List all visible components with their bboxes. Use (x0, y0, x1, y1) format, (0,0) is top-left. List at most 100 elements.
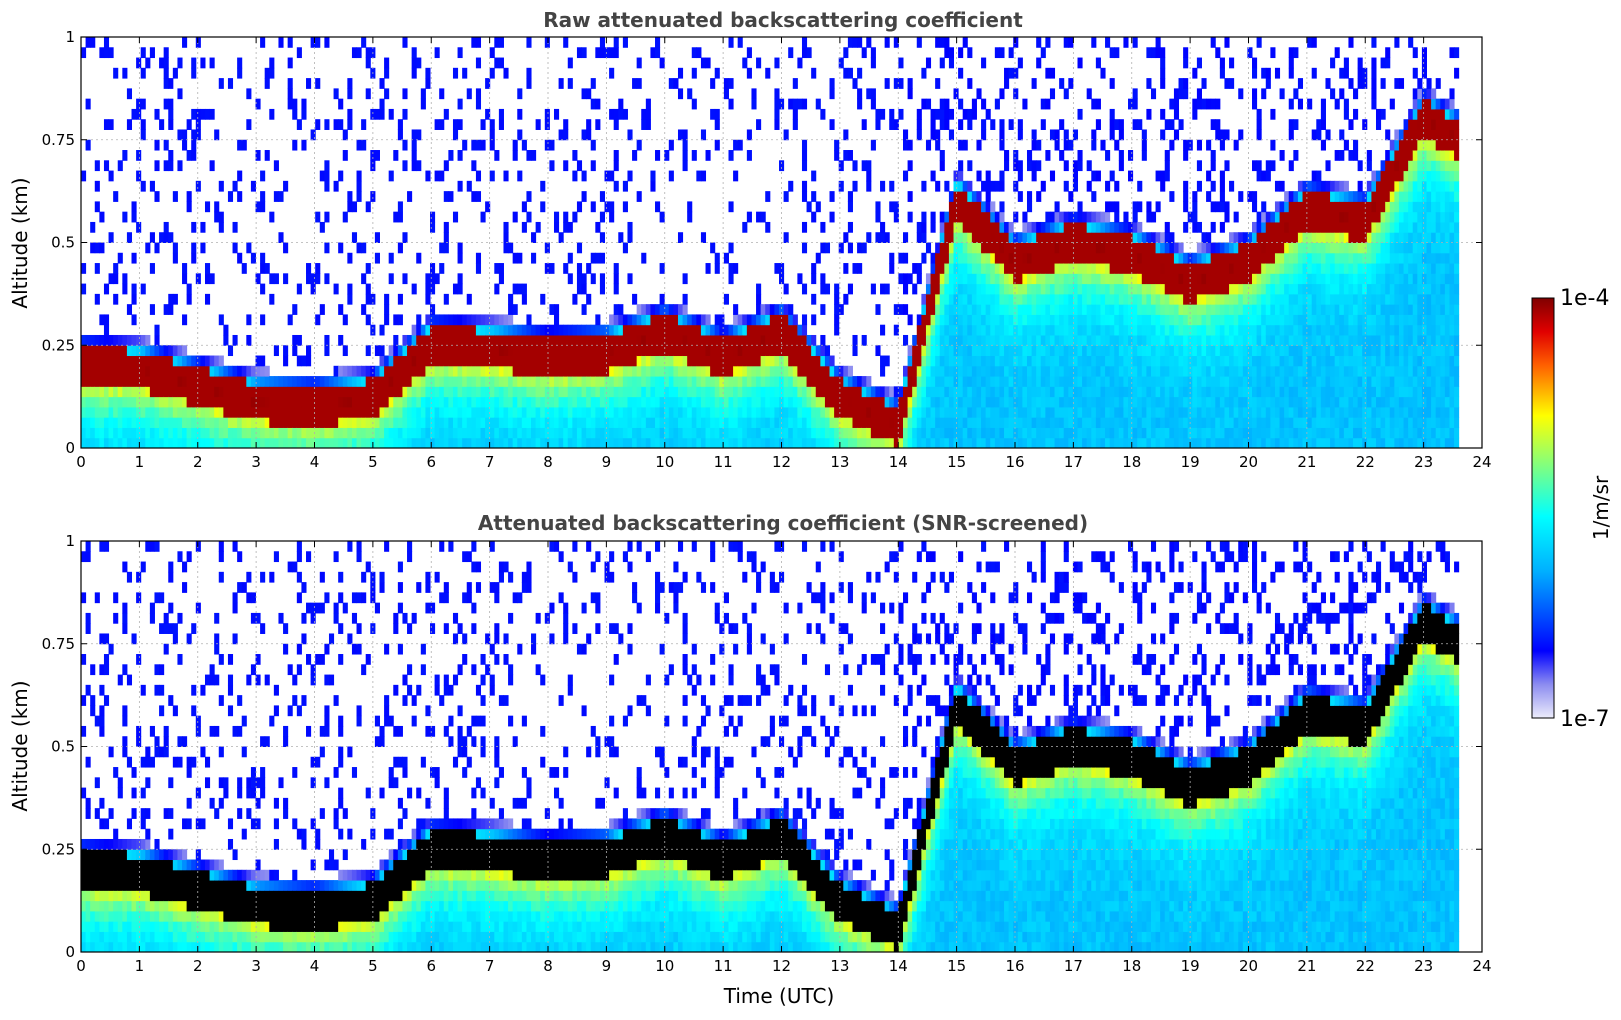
heatmap-cell (1247, 365, 1253, 377)
heatmap-cell (774, 376, 780, 387)
heatmap-cell (1160, 57, 1166, 69)
heatmap-column (333, 88, 339, 449)
heatmap-cell (1215, 129, 1221, 141)
heatmap-cell (912, 283, 918, 295)
heatmap-cell (751, 88, 757, 100)
heatmap-cell (632, 355, 638, 367)
heatmap-cell (379, 78, 385, 89)
heatmap-column (1155, 37, 1161, 449)
heatmap-cell (1008, 314, 1014, 326)
heatmap-cell (1008, 376, 1014, 387)
heatmap-cell (728, 78, 734, 89)
heatmap-cell (632, 293, 638, 305)
heatmap-cell (765, 67, 771, 79)
heatmap-cell (889, 201, 895, 213)
heatmap-cell (549, 417, 555, 428)
heatmap-cell (273, 406, 279, 418)
heatmap-cell (999, 129, 1005, 141)
heatmap-cell (351, 386, 358, 398)
heatmap-cell (103, 283, 110, 295)
heatmap-cell (788, 355, 794, 367)
heatmap-cell (1242, 314, 1248, 326)
heatmap-cell (1036, 334, 1042, 346)
heatmap-cell (439, 119, 445, 130)
heatmap-cell (159, 365, 165, 377)
heatmap-cell (214, 396, 220, 408)
heatmap-cell (136, 170, 142, 182)
heatmap-cell (168, 108, 174, 120)
heatmap-cell (948, 252, 955, 264)
heatmap-cell (581, 324, 587, 336)
heatmap-cell (760, 334, 766, 346)
heatmap-cell (117, 355, 123, 367)
heatmap-cell (1141, 293, 1147, 305)
heatmap-cell (186, 386, 192, 398)
heatmap-cell (480, 376, 486, 387)
heatmap-cell (1063, 263, 1069, 274)
heatmap-cell (847, 201, 853, 213)
heatmap-cell (512, 324, 518, 336)
heatmap-cell (85, 376, 91, 387)
heatmap-column (811, 67, 817, 449)
heatmap-column (682, 129, 688, 449)
heatmap-cell (1095, 314, 1101, 326)
heatmap-cell (925, 365, 932, 377)
heatmap-cell (1054, 252, 1060, 264)
heatmap-cell (85, 427, 91, 439)
heatmap-cell (246, 119, 252, 130)
heatmap-cell (733, 365, 739, 377)
heatmap-cell (503, 170, 509, 182)
heatmap-cell (1109, 263, 1115, 274)
heatmap-cell (1215, 437, 1221, 449)
heatmap-column (1040, 47, 1046, 449)
heatmap-column (278, 37, 284, 449)
heatmap-cell (1215, 427, 1221, 439)
heatmap-cell (177, 129, 183, 141)
heatmap-cell (250, 427, 256, 439)
heatmap-cell (1031, 232, 1037, 243)
heatmap-cell (549, 396, 555, 408)
heatmap-cell (388, 170, 394, 182)
heatmap-cell (1013, 88, 1019, 100)
heatmap-cell (315, 211, 321, 223)
heatmap-cell (682, 293, 688, 305)
heatmap-cell (742, 221, 748, 233)
heatmap-cell (604, 201, 610, 213)
heatmap-cell (641, 406, 647, 418)
heatmap-cell (636, 191, 642, 202)
heatmap-cell (489, 355, 495, 367)
heatmap-cell (439, 417, 445, 428)
heatmap-cell (1091, 314, 1097, 326)
heatmap-cell (328, 396, 335, 408)
heatmap-cell (430, 345, 436, 357)
heatmap-cell (985, 232, 991, 243)
heatmap-cell (1072, 129, 1078, 141)
heatmap-cell (361, 396, 367, 408)
heatmap-cell (1242, 283, 1248, 295)
heatmap-cell (1054, 437, 1060, 449)
heatmap-column (397, 119, 403, 449)
heatmap-cell (1224, 437, 1230, 449)
heatmap-cell (1132, 396, 1138, 408)
heatmap-column (1137, 119, 1143, 449)
heatmap-cell (94, 437, 100, 449)
heatmap-cell (416, 252, 422, 264)
heatmap-column (1049, 67, 1056, 449)
heatmap-cell (1109, 324, 1115, 336)
heatmap-cell (1169, 263, 1175, 274)
heatmap-cell (576, 365, 583, 377)
heatmap-cell (691, 417, 697, 428)
heatmap-cell (494, 427, 500, 439)
heatmap-cell (994, 376, 1000, 387)
heatmap-cell (113, 263, 119, 274)
heatmap-cell (1132, 324, 1138, 336)
heatmap-cell (609, 386, 615, 398)
heatmap-cell (338, 406, 344, 418)
heatmap-cell (981, 119, 987, 130)
heatmap-cell (1233, 396, 1239, 408)
heatmap-cell (535, 324, 541, 336)
heatmap-cell (439, 365, 445, 377)
heatmap-cell (944, 365, 950, 377)
heatmap-cell (1054, 324, 1060, 336)
heatmap-cell (1095, 293, 1101, 305)
